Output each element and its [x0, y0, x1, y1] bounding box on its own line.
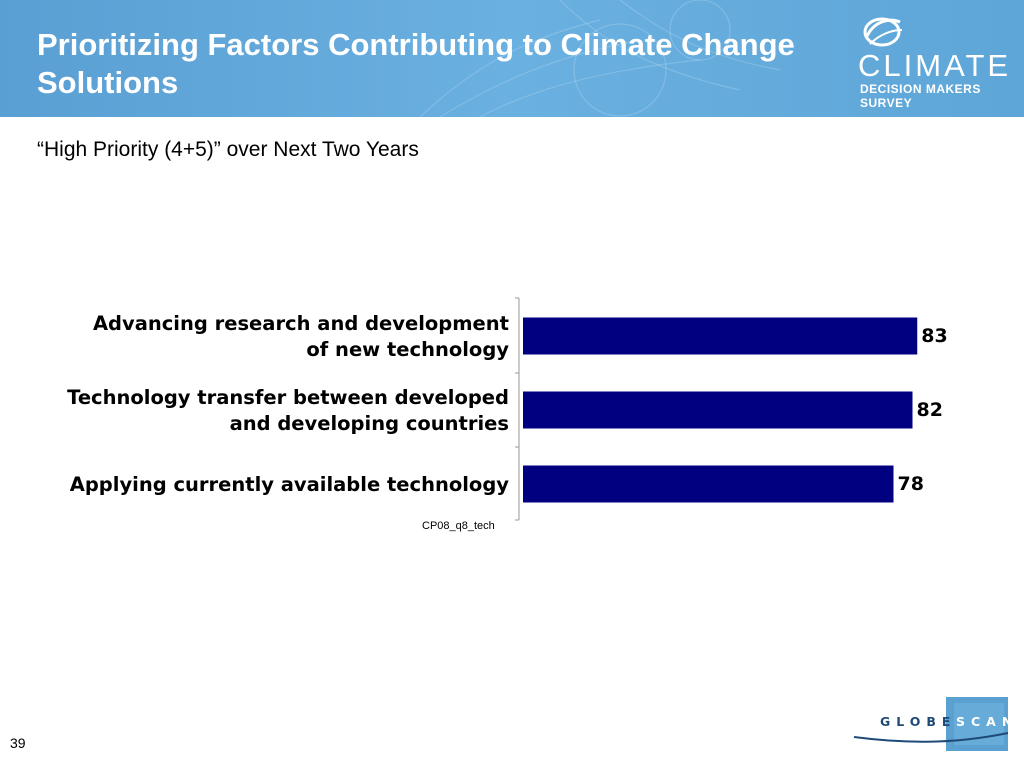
- bar: [523, 317, 918, 355]
- globescan-swoosh-icon: [853, 697, 1009, 751]
- logo-subtitle: DECISION MAKERS SURVEY: [860, 82, 981, 110]
- category-label: Applying currently available technology: [70, 473, 510, 496]
- category-label: of new technology: [306, 338, 509, 361]
- logo-word: CLIMATE: [858, 48, 1012, 83]
- globescan-right-text: SCAN: [956, 714, 1019, 729]
- bar: [523, 391, 913, 429]
- data-label: 83: [921, 325, 947, 347]
- data-label: 78: [898, 473, 924, 495]
- globe-swoosh-icon: [863, 17, 903, 47]
- category-label: Technology transfer between developed: [67, 386, 509, 409]
- header-decoration: [419, 0, 781, 117]
- globescan-left-text: GLOBE: [880, 714, 957, 729]
- data-label: 82: [917, 399, 943, 421]
- chart-subtitle: “High Priority (4+5)” over Next Two Year…: [37, 138, 419, 161]
- bar: [523, 465, 894, 503]
- header-banner: Prioritizing Factors Contributing to Cli…: [0, 0, 1024, 117]
- climate-logo: CLIMATE DECISION MAKERS SURVEY: [852, 14, 1014, 110]
- globescan-logo: GLOBE SCAN: [850, 697, 1012, 753]
- category-label: Advancing research and development: [93, 312, 509, 335]
- page-title: Prioritizing Factors Contributing to Cli…: [37, 27, 795, 100]
- source-code: CP08_q8_tech: [422, 520, 495, 532]
- category-label: and developing countries: [230, 412, 509, 435]
- bar-chart: 83 Advancing research and development of n…: [67, 297, 948, 521]
- page-number: 39: [10, 735, 26, 751]
